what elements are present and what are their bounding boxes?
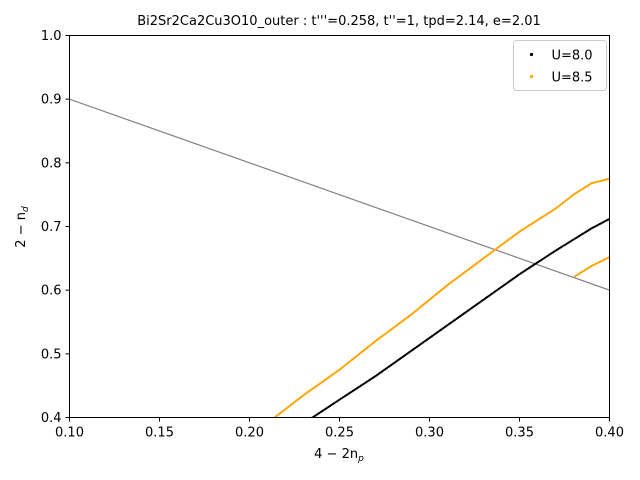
y-tick-label: 0.9: [41, 93, 62, 108]
chart-title: Bi2Sr2Ca2Cu3O10_outer : t'''=0.258, t''=…: [137, 14, 541, 29]
y-axis-label-main: 2 − n: [14, 212, 29, 248]
y-tick-label: 0.4: [41, 411, 62, 426]
legend: U=8.0 U=8.5: [513, 40, 607, 91]
plot-area: [69, 98, 610, 418]
y-axis-label: 2 − nd: [14, 206, 31, 248]
x-axis-label: 4 − 2np: [314, 447, 364, 464]
y-axis: 0.4 0.5 0.6 0.7 0.8 0.9 1.0: [41, 29, 70, 426]
x-tick-label: 0.10: [55, 426, 84, 441]
y-tick-label: 0.6: [41, 284, 62, 299]
x-tick-label: 0.40: [595, 426, 624, 441]
legend-marker: [529, 52, 534, 57]
legend-box: [513, 40, 607, 91]
series-2: [574, 255, 610, 278]
x-tick-label: 0.30: [415, 426, 444, 441]
y-tick-label: 0.5: [41, 347, 62, 362]
x-tick-label: 0.20: [235, 426, 264, 441]
legend-label: U=8.5: [552, 71, 593, 86]
y-tick-label: 1.0: [41, 29, 62, 44]
series-1: [273, 177, 610, 418]
x-tick-label: 0.15: [145, 426, 174, 441]
x-tick-label: 0.25: [325, 426, 354, 441]
y-axis-label-subscript: d: [21, 206, 31, 212]
series-0: [311, 217, 610, 418]
reference-line: [69, 98, 610, 291]
legend-label: U=8.0: [552, 49, 593, 64]
y-tick-label: 0.7: [41, 220, 62, 235]
y-tick-label: 0.8: [41, 156, 62, 171]
x-axis-label-subscript: p: [357, 454, 364, 464]
x-tick-label: 0.35: [505, 426, 534, 441]
x-axis-label-main: 4 − 2n: [314, 447, 358, 462]
legend-marker: [529, 74, 534, 79]
x-axis: 0.10 0.15 0.20 0.25 0.30 0.35 0.40: [55, 417, 624, 441]
